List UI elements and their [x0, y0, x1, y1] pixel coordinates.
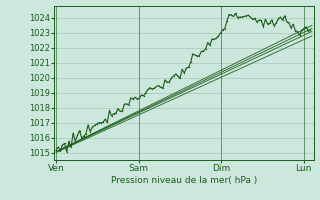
X-axis label: Pression niveau de la mer( hPa ): Pression niveau de la mer( hPa )	[111, 176, 257, 185]
